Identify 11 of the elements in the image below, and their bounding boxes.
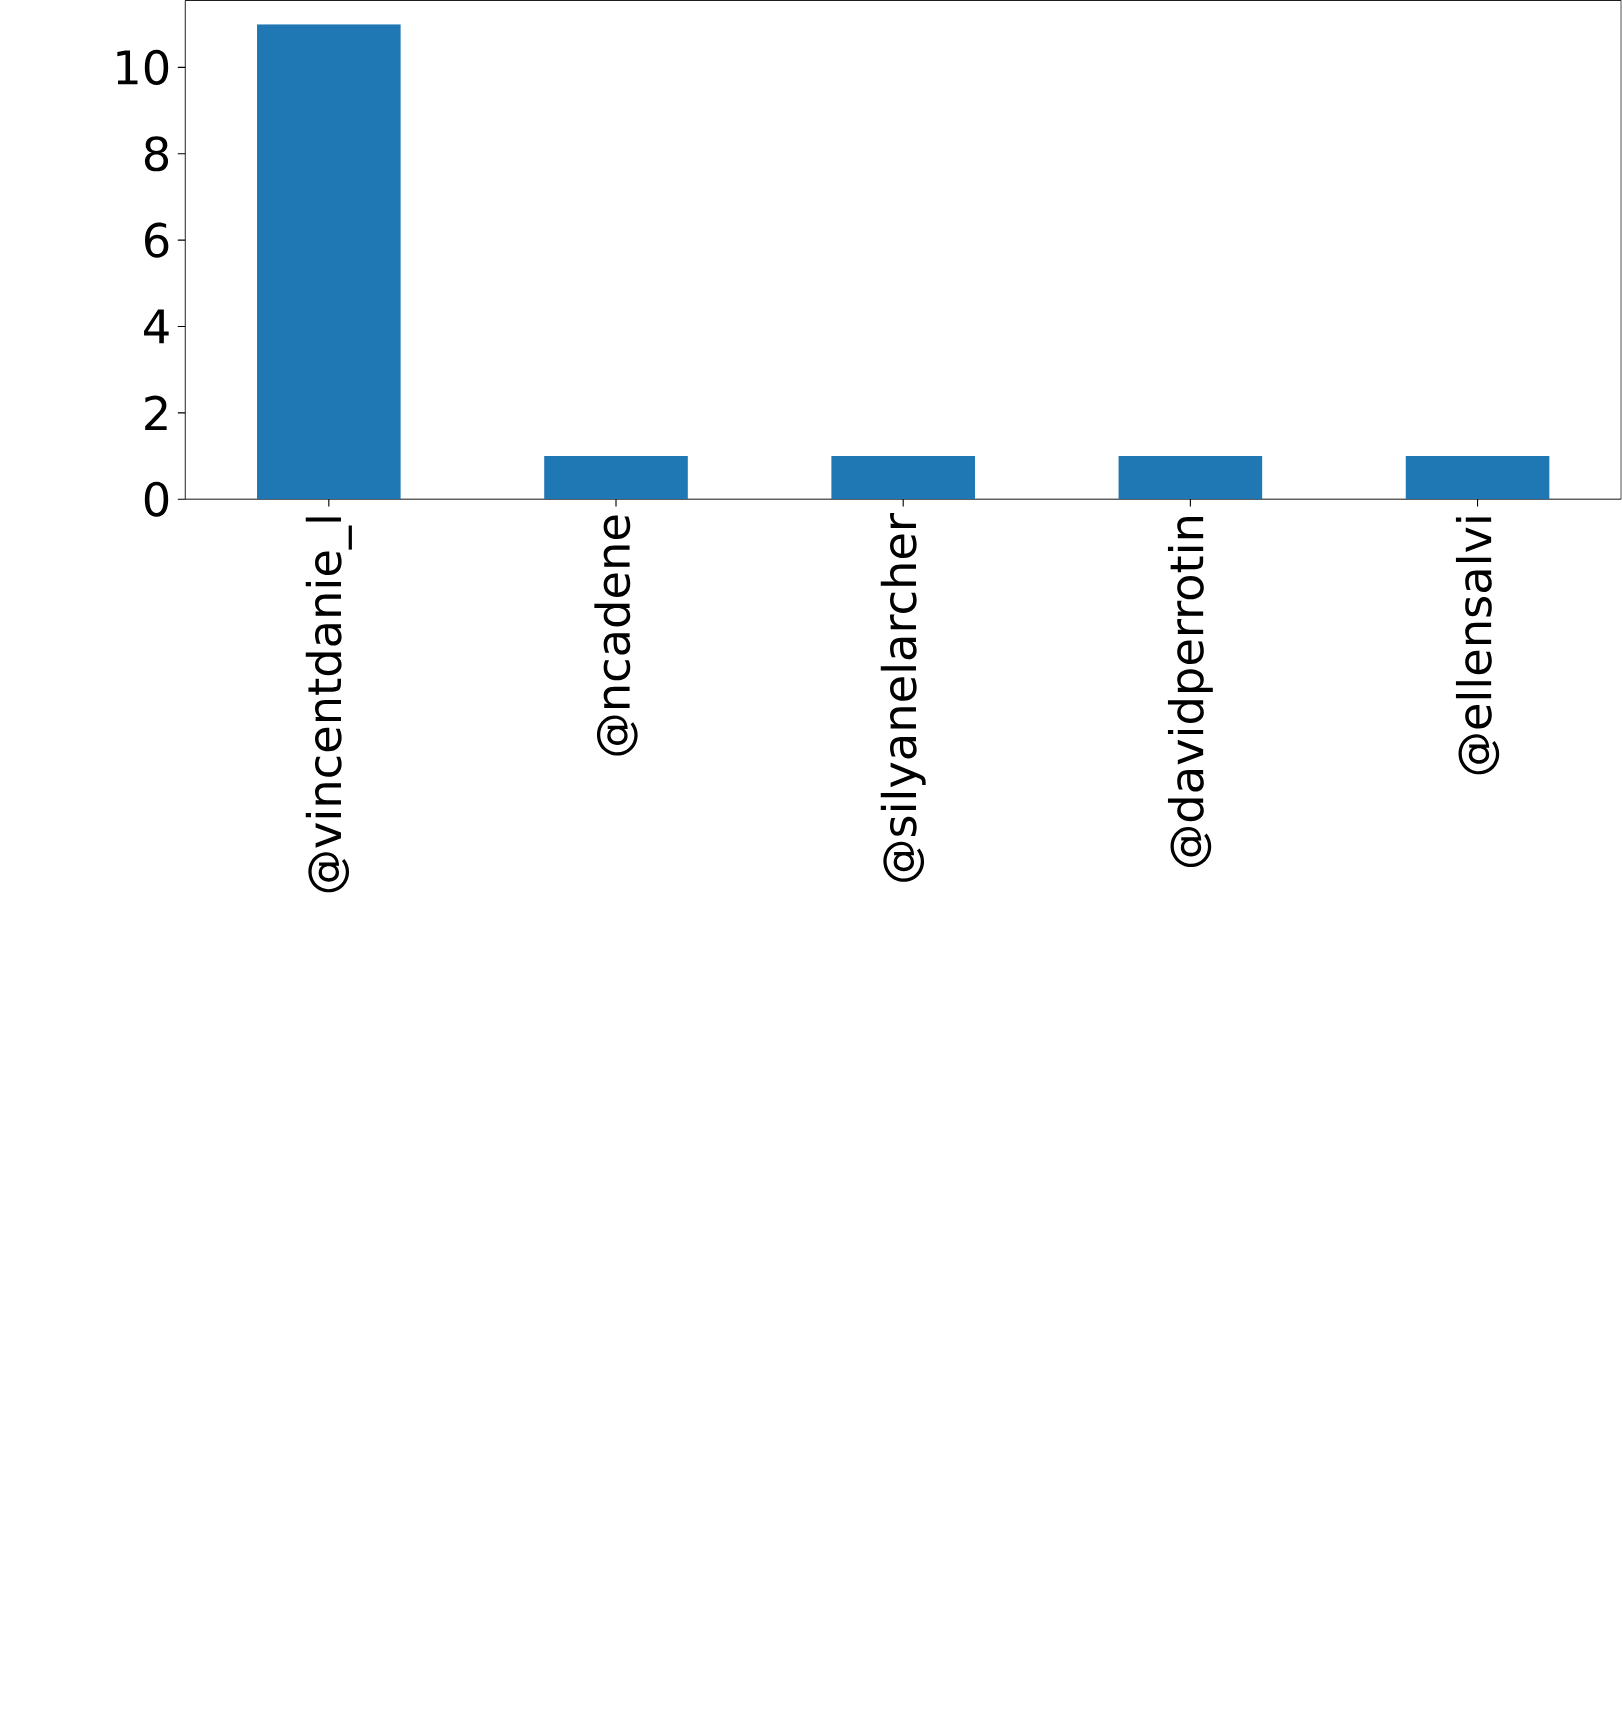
y-tick-label: 0 — [145, 481, 169, 517]
y-tick-label: 8 — [145, 136, 169, 172]
x-tick-label: @ncadene — [594, 515, 638, 756]
y-tick-label: 6 — [145, 222, 169, 258]
y-tick-label: 10 — [117, 49, 169, 85]
y-tick-label: 4 — [144, 309, 169, 344]
x-tick-label: @vincentdanie_l — [305, 517, 353, 893]
x-tick-label: @davidperrotin — [1168, 517, 1214, 867]
x-tick-label: @silyanelarcher — [880, 513, 926, 882]
x-tick-label: @ellensalvi — [1456, 517, 1500, 775]
y-tick-label: 2 — [145, 395, 167, 431]
